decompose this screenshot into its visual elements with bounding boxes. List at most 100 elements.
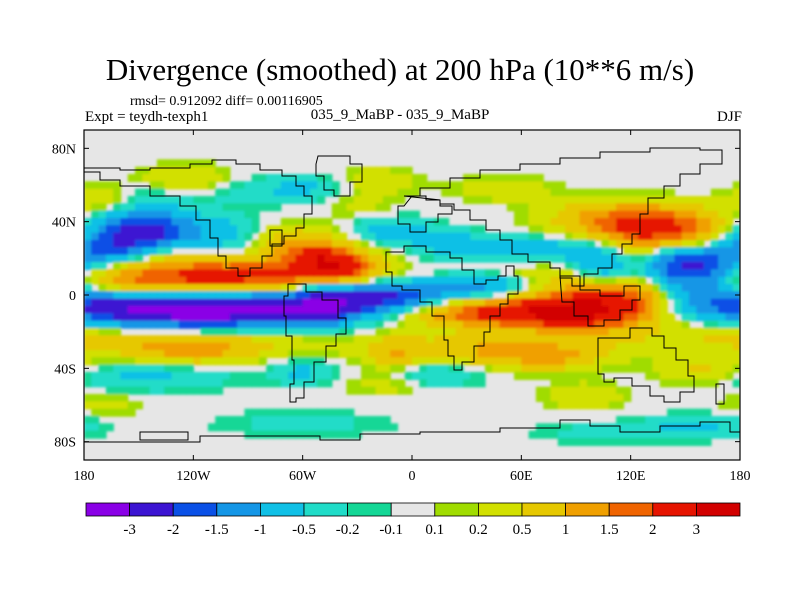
field-cell bbox=[84, 196, 92, 204]
field-cell bbox=[543, 401, 552, 410]
field-cell bbox=[630, 423, 639, 432]
field-cell bbox=[586, 328, 595, 336]
field-cell bbox=[579, 218, 588, 226]
field-cell bbox=[164, 181, 173, 190]
field-cell bbox=[317, 298, 326, 307]
field-cell bbox=[579, 357, 588, 366]
field-cell bbox=[200, 174, 209, 182]
field-cell bbox=[237, 196, 246, 204]
field-cell bbox=[630, 328, 639, 336]
field-cell bbox=[535, 276, 544, 285]
colorbar-label: -0.1 bbox=[379, 522, 403, 538]
field-cell bbox=[565, 386, 574, 395]
field-cell bbox=[222, 350, 231, 358]
field-cell bbox=[674, 372, 683, 380]
field-cell bbox=[215, 254, 224, 263]
field-cell bbox=[266, 342, 275, 351]
field-cell bbox=[149, 335, 158, 344]
field-cell bbox=[455, 372, 464, 380]
field-cell bbox=[652, 320, 661, 329]
field-cell bbox=[382, 166, 391, 175]
field-cell bbox=[732, 379, 740, 388]
colorbar-swatch bbox=[85, 502, 130, 517]
field-cell bbox=[229, 306, 238, 314]
field-cell bbox=[601, 291, 610, 300]
field-cell bbox=[98, 240, 107, 248]
field-cell bbox=[710, 313, 719, 322]
field-cell bbox=[572, 438, 581, 446]
field-cell bbox=[229, 181, 238, 190]
field-cell bbox=[324, 232, 333, 241]
field-cell bbox=[433, 357, 442, 366]
y-tick-label: 0 bbox=[69, 289, 76, 304]
field-cell bbox=[667, 320, 676, 329]
field-cell bbox=[419, 379, 428, 388]
field-cell bbox=[586, 320, 595, 329]
field-cell bbox=[368, 269, 377, 278]
field-cell bbox=[528, 247, 537, 256]
field-cell bbox=[645, 196, 654, 204]
field-cell bbox=[441, 225, 450, 234]
field-cell bbox=[171, 203, 180, 212]
field-cell bbox=[608, 313, 617, 322]
field-cell bbox=[506, 291, 515, 300]
field-cell bbox=[404, 218, 413, 226]
field-cell bbox=[616, 218, 625, 226]
field-cell bbox=[448, 328, 457, 336]
field-cell bbox=[514, 254, 522, 263]
field-cell bbox=[514, 174, 522, 182]
field-cell bbox=[98, 181, 107, 190]
field-cell bbox=[579, 313, 588, 322]
field-cell bbox=[426, 181, 435, 190]
field-cell bbox=[477, 174, 486, 182]
field-cell bbox=[514, 320, 522, 329]
field-cell bbox=[244, 203, 253, 212]
field-cell bbox=[645, 342, 654, 351]
field-cell bbox=[550, 372, 559, 380]
field-cell bbox=[732, 401, 740, 410]
field-cell bbox=[222, 188, 231, 197]
field-cell bbox=[302, 247, 311, 256]
field-cell bbox=[689, 262, 697, 270]
field-cell bbox=[164, 262, 173, 270]
field-cell bbox=[127, 408, 136, 417]
field-cell bbox=[477, 320, 486, 329]
field-cell bbox=[120, 335, 129, 344]
field-cell bbox=[652, 188, 661, 197]
field-cell bbox=[295, 291, 304, 300]
field-cell bbox=[623, 247, 632, 256]
field-cell bbox=[623, 386, 632, 395]
field-cell bbox=[113, 342, 122, 351]
field-cell bbox=[156, 342, 165, 351]
field-cell bbox=[91, 291, 100, 300]
field-cell bbox=[652, 306, 661, 314]
field-cell bbox=[193, 386, 202, 395]
field-cell bbox=[448, 306, 457, 314]
field-cell bbox=[455, 276, 464, 285]
field-cell bbox=[280, 423, 289, 432]
field-cell bbox=[433, 181, 442, 190]
field-cell bbox=[135, 262, 143, 270]
field-cell bbox=[237, 276, 246, 285]
field-cell bbox=[295, 313, 304, 322]
field-cell bbox=[419, 306, 428, 314]
field-cell bbox=[186, 210, 194, 219]
field-cell bbox=[638, 430, 646, 439]
field-cell bbox=[710, 262, 719, 270]
field-cell bbox=[310, 254, 318, 263]
field-cell bbox=[361, 196, 369, 204]
field-cell bbox=[244, 225, 253, 234]
field-cell bbox=[477, 313, 486, 322]
field-cell bbox=[127, 284, 136, 292]
field-cell bbox=[164, 203, 173, 212]
field-cell bbox=[412, 328, 420, 336]
field-cell bbox=[156, 335, 165, 344]
field-cell bbox=[302, 269, 311, 278]
field-cell bbox=[645, 423, 654, 432]
field-cell bbox=[105, 210, 114, 219]
field-cell bbox=[207, 174, 216, 182]
field-cell bbox=[630, 313, 639, 322]
field-cell bbox=[258, 269, 267, 278]
field-cell bbox=[324, 247, 333, 256]
field-cell bbox=[594, 196, 603, 204]
